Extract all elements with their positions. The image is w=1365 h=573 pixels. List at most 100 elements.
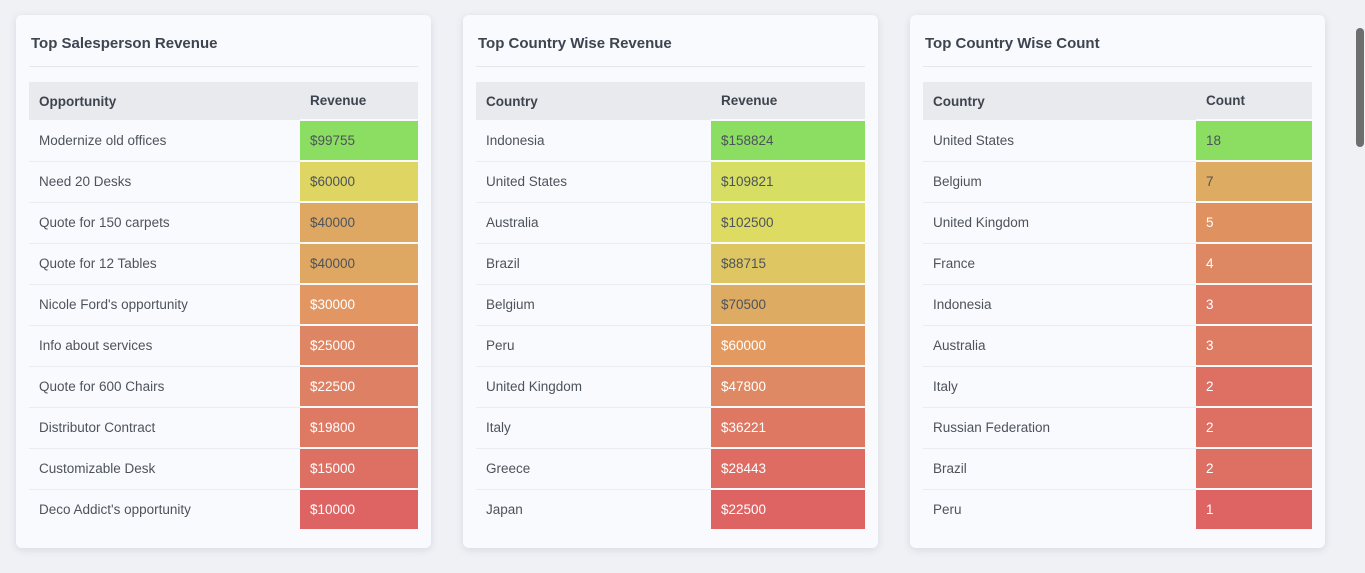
table-row: Italy 2 [923, 365, 1312, 407]
table-row: Distributor Contract $19800 [29, 406, 418, 448]
card-top-country-wise-revenue: Top Country Wise Revenue Country Revenue… [463, 15, 878, 548]
row-label: Customizable Desk [29, 447, 300, 489]
table-header-row: Country Revenue [476, 82, 865, 120]
row-value-heat-cell: 3 [1196, 283, 1312, 325]
table-row: Indonesia 3 [923, 283, 1312, 325]
row-value-heat-cell: 7 [1196, 160, 1312, 202]
table-row: United Kingdom 5 [923, 201, 1312, 243]
card-title: Top Country Wise Revenue [478, 35, 672, 52]
row-label: Deco Addict's opportunity [29, 488, 300, 529]
table-row: Nicole Ford's opportunity $30000 [29, 283, 418, 325]
table-row: Need 20 Desks $60000 [29, 160, 418, 202]
table-row: United States 18 [923, 119, 1312, 161]
divider [29, 66, 418, 67]
table-row: Deco Addict's opportunity $10000 [29, 488, 418, 529]
table-header-row: Opportunity Revenue [29, 82, 418, 120]
row-value-heat-cell: $19800 [300, 406, 418, 448]
row-label: France [923, 242, 1196, 284]
row-value-heat-cell: 2 [1196, 447, 1312, 489]
row-value-heat-cell: $47800 [711, 365, 865, 407]
row-label: Modernize old offices [39, 132, 167, 148]
row-value-heat-cell: 3 [1196, 324, 1312, 366]
row-label: Australia [476, 201, 711, 243]
row-value-heat-cell: 2 [1196, 365, 1312, 407]
row-value-heat-cell: $70500 [711, 283, 865, 325]
column-header-opportunity: Opportunity [29, 82, 300, 120]
row-label: Belgium [923, 160, 1196, 202]
row-value-heat-cell: $25000 [300, 324, 418, 366]
row-label: Italy [476, 406, 711, 448]
row-value-heat-cell: $109821 [711, 160, 865, 202]
row-label: United Kingdom [923, 201, 1196, 243]
row-label: Peru [476, 324, 711, 366]
column-header-count: Count [1196, 82, 1312, 120]
row-value-heat-cell: 2 [1196, 406, 1312, 448]
table-row: Russian Federation 2 [923, 406, 1312, 448]
table-row: Brazil $88715 [476, 242, 865, 284]
row-label: Peru [923, 488, 1196, 529]
table-row: United States $109821 [476, 160, 865, 202]
row-label: Brazil [476, 242, 711, 284]
table-row: Brazil 2 [923, 447, 1312, 489]
row-label: Greece [476, 447, 711, 489]
row-label: Indonesia [486, 132, 545, 148]
column-header-revenue: Revenue [711, 82, 865, 120]
divider [476, 66, 865, 67]
row-value-heat-cell: $60000 [711, 324, 865, 366]
row-label: Distributor Contract [29, 406, 300, 448]
row-value-heat-cell: $22500 [300, 365, 418, 407]
column-header-country: Country [476, 82, 711, 120]
row-label: Russian Federation [923, 406, 1196, 448]
table-row: Greece $28443 [476, 447, 865, 489]
row-value-heat-cell: $102500 [711, 201, 865, 243]
row-value-heat-cell: $15000 [300, 447, 418, 489]
row-label: Australia [923, 324, 1196, 366]
card-title: Top Salesperson Revenue [31, 35, 218, 52]
row-value-heat-cell: $99755 [300, 119, 418, 161]
column-header-country: Country [923, 82, 1196, 120]
row-value-heat-cell: $88715 [711, 242, 865, 284]
row-value-heat-cell: $158824 [711, 119, 865, 161]
row-label: United States [476, 160, 711, 202]
row-value-heat-cell: $60000 [300, 160, 418, 202]
card-top-salesperson-revenue: Top Salesperson Revenue Opportunity Reve… [16, 15, 431, 548]
row-label: Quote for 12 Tables [29, 242, 300, 284]
row-label: United States [933, 132, 1015, 148]
table-row: Info about services $25000 [29, 324, 418, 366]
row-label: Quote for 600 Chairs [29, 365, 300, 407]
table-row: Quote for 12 Tables $40000 [29, 242, 418, 284]
row-label: Nicole Ford's opportunity [29, 283, 300, 325]
row-value-heat-cell: $10000 [300, 488, 418, 529]
table-row: Belgium $70500 [476, 283, 865, 325]
vertical-scrollbar-thumb[interactable] [1356, 28, 1364, 147]
row-value-heat-cell: 1 [1196, 488, 1312, 529]
row-label: United Kingdom [476, 365, 711, 407]
table-row: France 4 [923, 242, 1312, 284]
row-value-heat-cell: 4 [1196, 242, 1312, 284]
row-value-heat-cell: $22500 [711, 488, 865, 529]
table-row: Italy $36221 [476, 406, 865, 448]
country-count-table: Country Count United States 18 Belgium 7 Uni… [923, 82, 1312, 529]
table-row: Peru 1 [923, 488, 1312, 529]
row-value-heat-cell: 5 [1196, 201, 1312, 243]
table-row: Australia $102500 [476, 201, 865, 243]
row-value-heat-cell: $30000 [300, 283, 418, 325]
table-row: Customizable Desk $15000 [29, 447, 418, 489]
table-row: Indonesia $158824 [476, 119, 865, 161]
row-value-heat-cell: $40000 [300, 201, 418, 243]
table-row: Peru $60000 [476, 324, 865, 366]
row-value-heat-cell: $28443 [711, 447, 865, 489]
row-label: Need 20 Desks [29, 160, 300, 202]
table-row: Japan $22500 [476, 488, 865, 529]
column-header-revenue: Revenue [300, 82, 418, 120]
row-label: Quote for 150 carpets [29, 201, 300, 243]
row-value-heat-cell: $40000 [300, 242, 418, 284]
table-row: United Kingdom $47800 [476, 365, 865, 407]
divider [923, 66, 1312, 67]
table-row: Modernize old offices $99755 [29, 119, 418, 161]
row-label: Japan [476, 488, 711, 529]
row-label: Info about services [29, 324, 300, 366]
country-revenue-table: Country Revenue Indonesia $158824 United S… [476, 82, 865, 529]
table-row: Belgium 7 [923, 160, 1312, 202]
